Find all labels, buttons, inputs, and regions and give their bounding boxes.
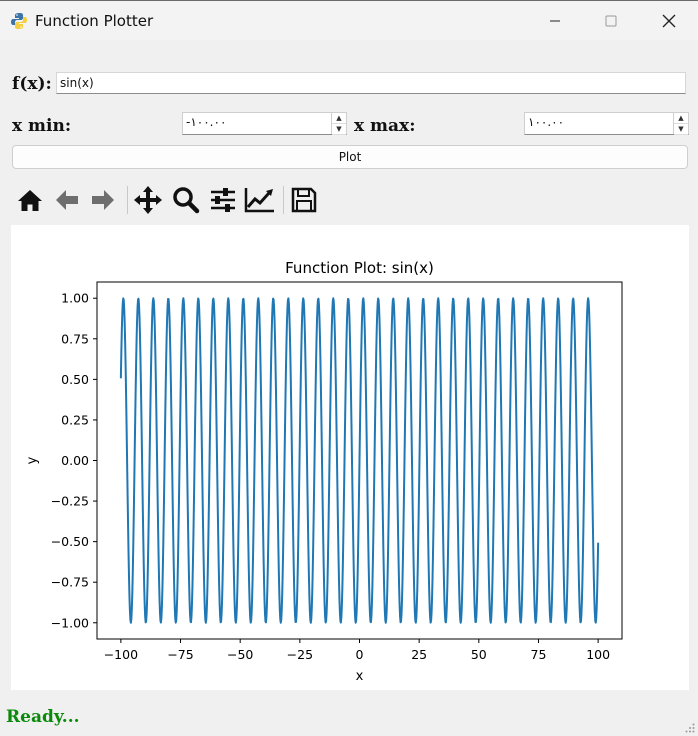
plot-canvas[interactable]: Function Plot: sin(x) −100 −75 −50 −25 0 25 50 7… — [11, 225, 689, 690]
home-icon[interactable] — [14, 184, 46, 216]
xmin-value: -١٠٠.٠٠ — [186, 115, 227, 129]
y-tick-label: −0.25 — [51, 494, 89, 509]
xmin-spin-arrows: ▲ ▼ — [331, 113, 346, 135]
minimize-button[interactable] — [532, 1, 578, 41]
x-tick-label: −100 — [104, 647, 138, 662]
x-tick-label: −25 — [287, 647, 313, 662]
x-tick-label: −50 — [227, 647, 253, 662]
fx-label: f(x): — [12, 74, 52, 94]
function-chart: Function Plot: sin(x) −100 −75 −50 −25 0 25 50 7… — [25, 259, 623, 684]
x-tick-label: 25 — [411, 647, 427, 662]
y-axis-label: y — [25, 456, 40, 464]
x-tick-label: 50 — [471, 647, 487, 662]
xmax-spin-arrows: ▲ ▼ — [673, 113, 688, 135]
y-tick-label: 0.25 — [61, 412, 89, 427]
minimize-icon — [550, 20, 560, 22]
x-tick-label: 0 — [356, 647, 364, 662]
chart-title: Function Plot: sin(x) — [285, 259, 434, 277]
y-tick-label: −0.50 — [51, 534, 89, 549]
title-bar: Function Plotter — [0, 0, 698, 40]
xmin-spinbox[interactable]: -١٠٠.٠٠ ▲ ▼ — [182, 112, 347, 135]
python-app-icon — [11, 13, 27, 29]
x-tick-label: 75 — [531, 647, 547, 662]
series-line-sin — [119, 297, 600, 624]
y-tick-label: 0.00 — [61, 453, 89, 468]
edit-axes-icon[interactable] — [244, 184, 276, 216]
close-button[interactable] — [646, 1, 692, 41]
close-icon — [662, 14, 676, 28]
xmin-label: x min: — [12, 116, 72, 136]
back-arrow-icon[interactable] — [51, 184, 83, 216]
xmax-label: x max: — [354, 116, 416, 136]
status-label: Ready... — [6, 707, 80, 727]
xmin-up-arrow-icon[interactable]: ▲ — [332, 113, 346, 124]
y-tick-label: 1.00 — [61, 291, 89, 306]
xmax-up-arrow-icon[interactable]: ▲ — [674, 113, 688, 124]
xmin-down-arrow-icon[interactable]: ▼ — [332, 124, 346, 135]
save-disk-icon[interactable] — [288, 184, 320, 216]
window-title: Function Plotter — [35, 12, 154, 30]
maximize-button[interactable] — [588, 1, 634, 41]
y-tick-label: 0.50 — [61, 372, 89, 387]
x-tick-label: 100 — [586, 647, 610, 662]
y-tick-label: −0.75 — [51, 575, 89, 590]
zoom-magnifier-icon[interactable] — [170, 184, 202, 216]
pan-move-icon[interactable] — [132, 184, 164, 216]
x-axis-label: x — [356, 669, 364, 684]
y-tick-label: −1.00 — [51, 615, 89, 630]
configure-subplots-icon[interactable] — [207, 184, 239, 216]
toolbar-separator — [127, 186, 128, 214]
maximize-icon — [605, 15, 617, 27]
plot-button[interactable]: Plot — [12, 145, 688, 169]
resize-grip-icon[interactable] — [685, 723, 695, 733]
x-tick-label: −75 — [167, 647, 193, 662]
forward-arrow-icon[interactable] — [87, 184, 119, 216]
toolbar-separator — [283, 186, 284, 214]
xmax-spinbox[interactable]: ١٠٠.٠٠ ▲ ▼ — [524, 112, 689, 135]
xmax-value: ١٠٠.٠٠ — [528, 115, 565, 129]
function-input[interactable]: sin(x) — [56, 72, 686, 94]
xmax-down-arrow-icon[interactable]: ▼ — [674, 124, 688, 135]
y-tick-label: 0.75 — [61, 331, 89, 346]
